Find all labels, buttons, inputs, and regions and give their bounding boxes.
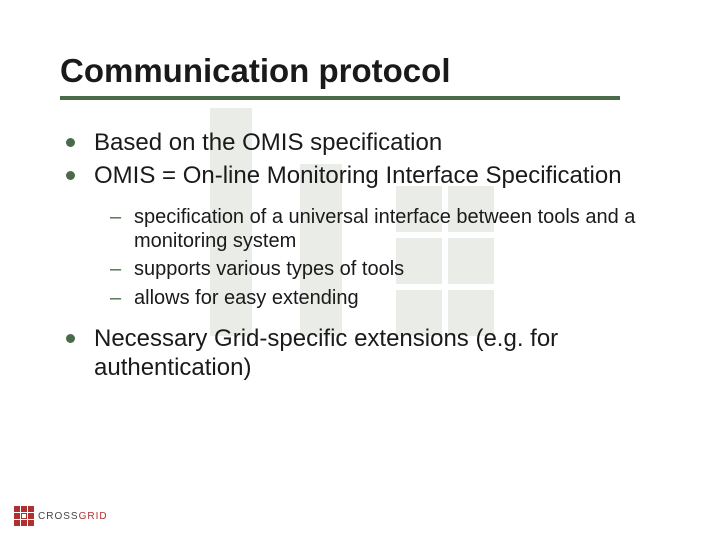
logo-text-left: CROSS — [38, 511, 79, 522]
bullet-lvl1: Based on the OMIS specification — [94, 128, 670, 157]
slide-body: Based on the OMIS specification OMIS = O… — [60, 128, 670, 383]
slide: Communication protocol Based on the OMIS… — [0, 0, 720, 540]
bullet-text: OMIS = On-line Monitoring Interface Spec… — [94, 162, 622, 189]
title-underline — [60, 96, 620, 100]
logo-icon — [14, 506, 34, 526]
crossgrid-logo: CROSSGRID — [14, 506, 108, 526]
logo-text: CROSSGRID — [38, 511, 108, 522]
bullet-lvl2: specification of a universal interface b… — [134, 205, 670, 254]
slide-title: Communication protocol — [60, 52, 670, 90]
logo-text-right: GRID — [79, 511, 108, 522]
bullet-lvl2: supports various types of tools — [134, 257, 670, 281]
bullet-lvl1: OMIS = On-line Monitoring Interface Spec… — [94, 161, 670, 310]
bullet-lvl1: Necessary Grid-specific extensions (e.g.… — [94, 324, 670, 383]
bullet-lvl2: allows for easy extending — [134, 286, 670, 310]
